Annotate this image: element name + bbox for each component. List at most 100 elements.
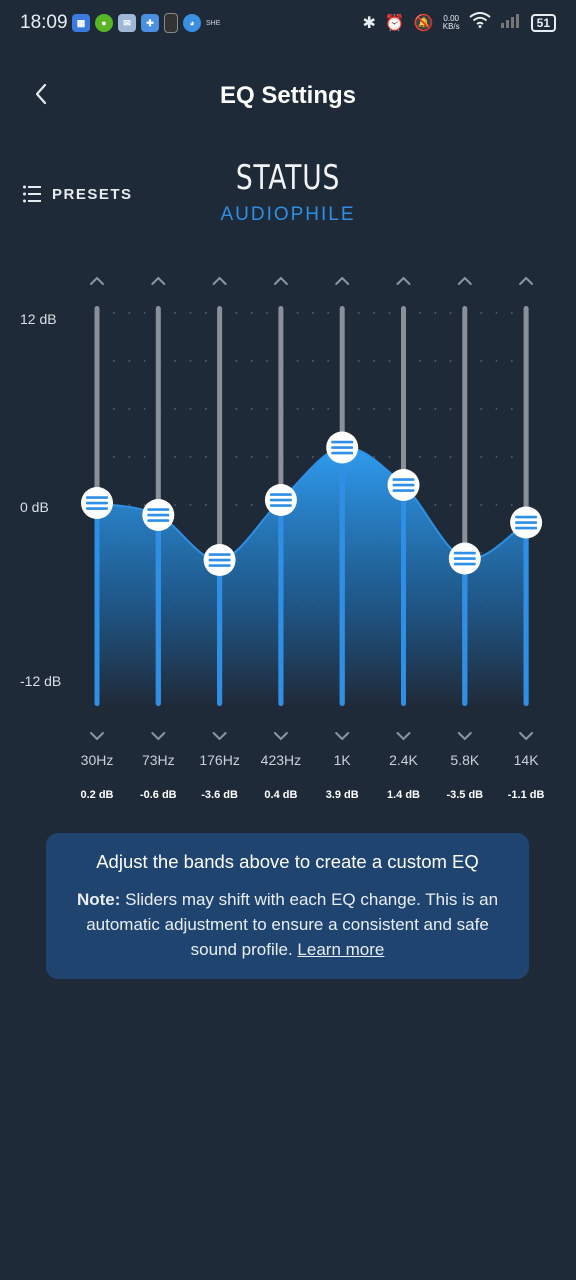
chevron-down-icon[interactable] <box>273 732 288 741</box>
learn-more-link[interactable]: Learn more <box>297 940 385 959</box>
grid-dot <box>388 456 391 458</box>
grid-dot <box>495 456 498 458</box>
grid-dot <box>189 312 192 314</box>
handle-grip-line <box>392 478 415 481</box>
scale-label-top: 12 dB <box>20 311 57 327</box>
grid-dot <box>510 408 513 410</box>
alarm-icon: ⏰ <box>384 14 405 32</box>
chevron-up-icon[interactable] <box>396 276 411 285</box>
eq-band-73hz: 73Hz -0.6 dB <box>140 276 177 801</box>
eq-band-423hz: 423Hz 0.4 dB <box>261 276 301 801</box>
chevron-up-icon[interactable] <box>335 276 350 285</box>
band-frequency: 423Hz <box>261 752 301 768</box>
net-speed-unit: KB/s <box>442 21 460 31</box>
band-frequency: 14K <box>514 752 540 768</box>
eq-band-176hz: 176Hz -3.6 dB <box>199 276 240 801</box>
header: EQ Settings <box>0 70 576 122</box>
handle-grip-line <box>147 519 170 522</box>
chevron-up-icon[interactable] <box>457 276 472 285</box>
grid-dot <box>266 312 268 314</box>
eq-band-1k: 1K 3.9 dB <box>326 276 359 801</box>
grid-dot <box>189 360 192 362</box>
eq-graph: 30Hz 0.2 dB 73Hz -0.6 dB 176Hz -3.6 dB 423Hz 0.… <box>80 276 544 801</box>
grid-dot <box>419 312 421 314</box>
band-gain: -0.6 dB <box>140 789 177 801</box>
grid-dot <box>143 408 146 410</box>
list-icon <box>23 185 41 203</box>
note-label: Note: <box>76 890 121 909</box>
grid-dot <box>189 456 192 458</box>
chevron-down-icon[interactable] <box>151 732 166 741</box>
band-gain: 0.4 dB <box>264 789 297 801</box>
net-speed: 0.00 KB/s <box>442 13 460 31</box>
grid-dot <box>510 504 513 506</box>
grid-dot <box>113 408 115 410</box>
handle-grip-line <box>269 493 292 496</box>
grid-dot <box>250 360 253 362</box>
handle-grip-line <box>453 551 476 555</box>
grid-dot <box>189 504 192 506</box>
duolingo-icon: ● <box>95 14 113 32</box>
grid-dot <box>449 504 452 506</box>
scale-label-bottom: -12 dB <box>20 673 62 689</box>
notification-icons: ▦ ● ✉ ✚ ◕ SHE <box>72 13 220 33</box>
band-frequency: 5.8K <box>450 752 479 768</box>
grid-dot <box>143 312 146 314</box>
grid-dot <box>480 504 483 506</box>
slider-fill <box>401 485 406 706</box>
grid-dot <box>495 504 498 506</box>
chevron-down-icon[interactable] <box>457 732 472 741</box>
chevron-up-icon[interactable] <box>151 276 166 285</box>
grid-dot <box>388 408 391 410</box>
chevron-down-icon[interactable] <box>396 732 411 741</box>
wifi-icon <box>469 12 491 33</box>
grid-dot <box>312 408 314 410</box>
grid-dot <box>419 360 421 362</box>
grid-dot <box>480 456 483 458</box>
chevron-up-icon[interactable] <box>212 276 227 285</box>
grid-dot <box>449 312 452 314</box>
grid-dot <box>174 360 177 362</box>
chevron-down-icon[interactable] <box>90 732 104 741</box>
net-speed-value: 0.00 <box>443 13 459 23</box>
band-frequency: 73Hz <box>142 752 175 768</box>
equalizer: 12 dB 0 dB -12 dB 30Hz 0.2 dB 73Hz -0.6 dB 1… <box>0 260 576 820</box>
chevron-down-icon[interactable] <box>519 732 534 741</box>
slider-fill <box>217 560 223 706</box>
back-button[interactable] <box>28 80 56 108</box>
grid-dot <box>128 408 131 410</box>
grid-dot <box>388 360 391 362</box>
handle-grip-line <box>269 498 292 502</box>
grid-dot <box>495 360 498 362</box>
chevron-up-icon[interactable] <box>90 276 104 285</box>
grid-dot <box>419 456 421 458</box>
handle-grip-line <box>331 446 354 449</box>
grid-dot <box>449 360 452 362</box>
grid-dot <box>357 408 360 410</box>
grid-dot <box>204 504 207 506</box>
chevron-up-icon[interactable] <box>273 276 288 285</box>
grid-dot <box>128 312 131 314</box>
grid-dot <box>357 312 360 314</box>
band-gain: 1.4 dB <box>387 789 420 801</box>
chevron-down-icon[interactable] <box>335 732 350 741</box>
grid-dot <box>266 408 268 410</box>
grid-dot <box>113 456 115 458</box>
grid-dot <box>143 456 146 458</box>
handle-grip-line <box>515 515 538 519</box>
grid-dot <box>296 456 299 458</box>
handle-grip-line <box>453 557 476 560</box>
grid-dot <box>312 312 314 314</box>
grid-dot <box>250 504 253 506</box>
grid-dot <box>449 408 452 410</box>
grid-dot <box>495 312 498 314</box>
chevron-up-icon[interactable] <box>519 276 534 285</box>
grid-dot <box>373 312 375 314</box>
handle-grip-line <box>147 513 170 517</box>
mail-icon: ✉ <box>118 14 136 32</box>
grid-dot <box>235 456 238 458</box>
chevron-down-icon[interactable] <box>212 732 227 741</box>
app-icon: ✚ <box>141 14 159 32</box>
presets-button[interactable]: PRESETS <box>22 184 133 204</box>
band-frequency: 2.4K <box>389 752 418 768</box>
